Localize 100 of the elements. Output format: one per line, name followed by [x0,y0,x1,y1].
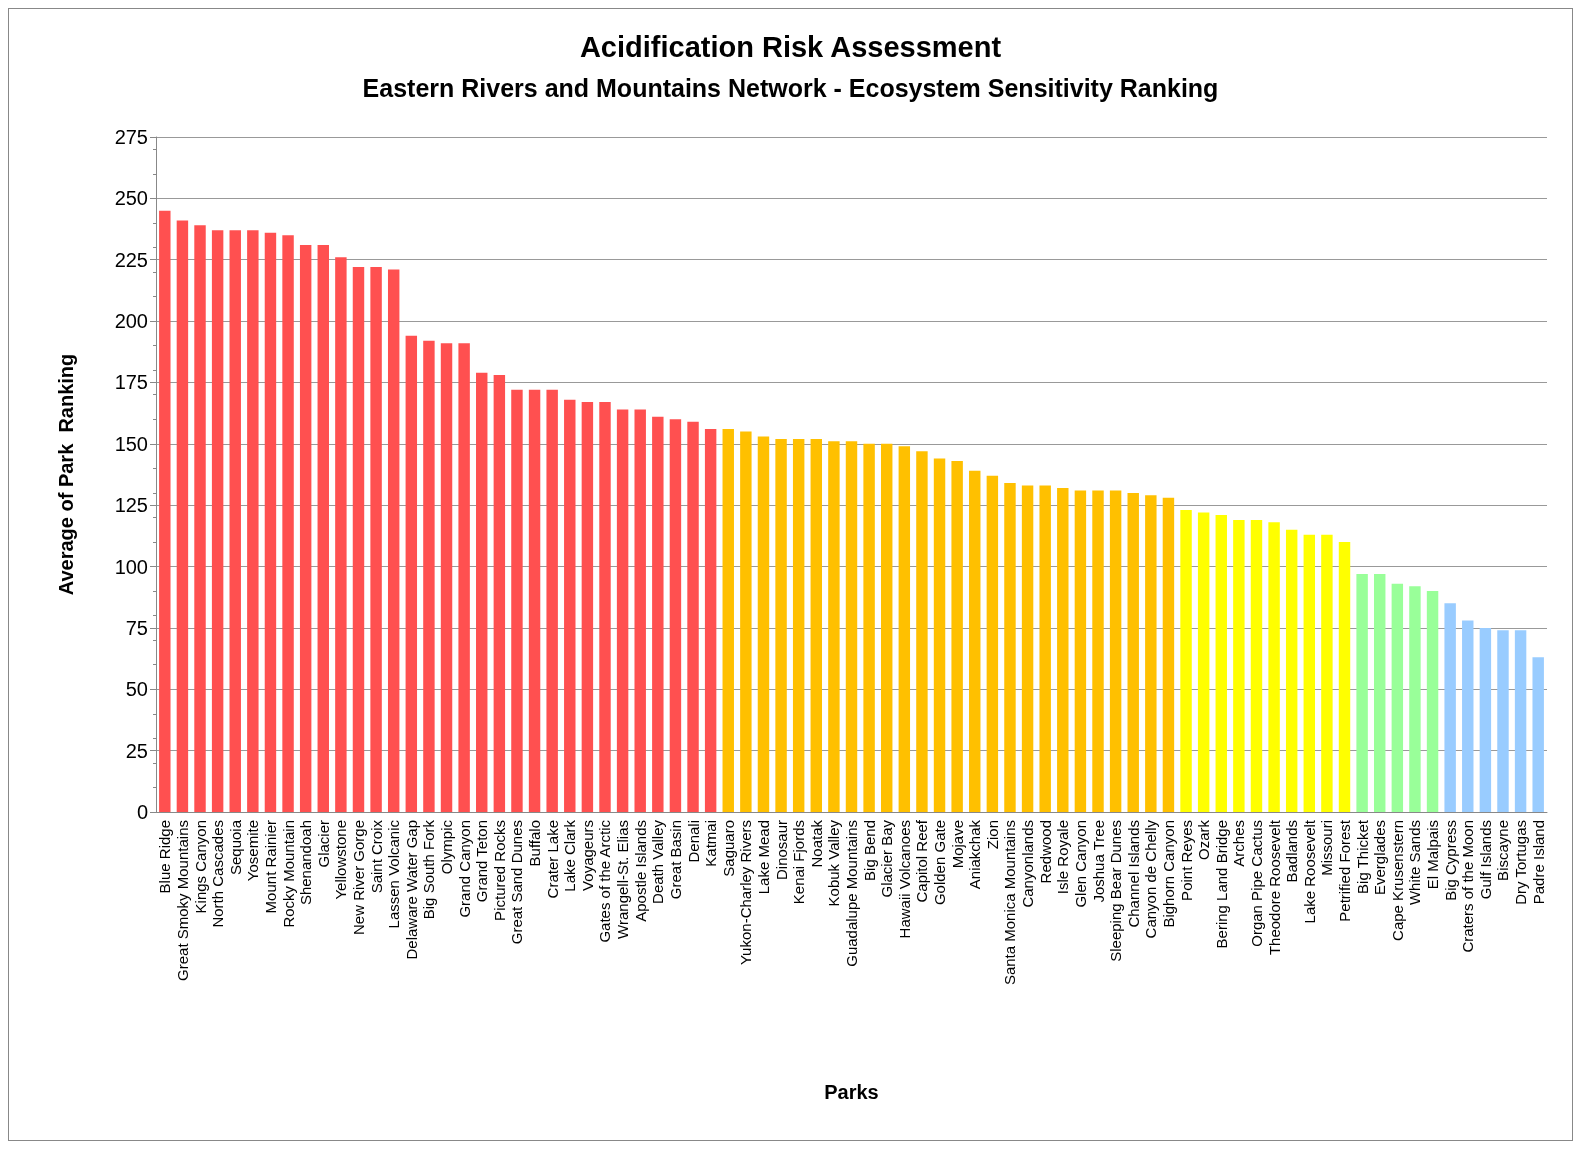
bar [387,269,400,812]
x-tick-label: Big South Fork [420,819,438,920]
x-tick-label: Big Cypress [1441,820,1459,901]
x-tick-label: New River Gorge [349,820,367,936]
bar [1444,603,1456,812]
x-tick-label: Rocky Mountain [279,820,297,928]
x-tick-label: Buffalo [526,820,544,867]
x-tick-label: Everglades [1371,820,1389,896]
bar [1338,542,1351,812]
x-tick-label: Arches [1230,820,1248,867]
x-tick-label: Redwood [1036,820,1054,884]
bar [1426,591,1439,812]
bar [1497,630,1509,812]
bar [194,225,206,812]
bar [1479,627,1492,812]
bar [757,436,770,812]
bar [828,441,840,812]
x-tick-label: Glacier Bay [878,819,896,898]
x-tick-label: Guadalupe Mountains [843,820,860,967]
x-tick-label: Dry Tortugas [1512,820,1530,905]
bar [1250,519,1263,812]
x-tick-label: Great Smoky Mountains [173,820,191,981]
bar [1321,534,1333,812]
y-tick-label: 200 [114,310,148,333]
bar [564,399,576,812]
x-tick-label: Big Thicket [1353,819,1371,894]
x-tick-label: Yellowstone [332,820,350,900]
bar [476,372,488,812]
x-tick-label: Great Sand Dunes [508,820,526,945]
bar [933,458,946,812]
x-tick-label: El Malpais [1424,820,1442,890]
x-tick-label: Noatak [807,819,825,868]
bar [810,438,823,812]
bar [1092,490,1104,812]
x-tick-label: Yukon-Charley Rivers [737,820,755,966]
bar [898,446,911,812]
bar [1145,495,1157,812]
bar [1180,510,1192,812]
x-tick-label: Zion [983,820,1001,850]
bar [1285,529,1298,812]
x-tick-label: Shenandoah [297,820,315,906]
x-tick-label: Lake Roosevelt [1300,819,1318,924]
x-tick-label: Padre Island [1529,820,1547,905]
x-tick-label: Olympic [438,819,456,875]
y-tick-label: 75 [125,616,148,639]
y-tick-label: 50 [125,678,148,701]
x-tick-label: Apostle Islands [631,820,649,922]
bar [423,340,435,812]
y-tick-label: 125 [114,494,148,517]
bar [511,389,523,812]
x-tick-label: Mojave [948,820,966,869]
bar [581,402,594,812]
bar [1004,483,1016,812]
bar [1391,583,1404,812]
bar [652,416,664,812]
bar [599,402,611,812]
x-tick-label: Gulf Islands [1476,820,1494,900]
bar [493,375,506,812]
x-tick-label: Delaware Water Gap [402,820,420,960]
y-axis-title: Average of Park Ranking [55,353,77,596]
x-tick-label: Lassen Volcanic [385,819,403,929]
x-tick-label: Craters of the Moon [1459,820,1477,953]
x-tick-label: Mount Rainier [261,820,279,914]
x-tick-label: Kobuk Valley [825,819,843,907]
bar [317,245,329,812]
bar [704,429,717,812]
x-tick-label: Ozark [1195,819,1213,861]
y-tick-label: 100 [114,555,148,578]
bar [722,429,734,812]
x-tick-label: Golden Gate [931,820,949,906]
bar [775,438,787,812]
x-tick-label: Joshua Tree [1089,820,1107,903]
bar [1127,492,1139,812]
bar [1074,490,1087,812]
bar [405,335,418,812]
x-tick-label: Voyageurs [578,820,596,891]
x-tick-label: Theodore Roosevelt [1265,819,1283,956]
x-tick-label: Organ Pipe Cactus [1247,820,1265,947]
bar [229,230,241,812]
x-tick-label: Katmai [702,820,720,867]
y-tick-label: 225 [114,248,148,271]
bar [634,409,646,812]
x-tick-label: Saint Croix [367,819,385,894]
bar [986,475,999,812]
y-tick-label: 250 [114,187,148,210]
bar [546,389,558,812]
bar [1215,515,1227,812]
x-tick-label: Bering Land Bridge [1212,820,1230,949]
bar [687,421,699,812]
x-tick-label: Great Basin [666,820,684,900]
bar [1356,573,1368,812]
bar [1021,485,1034,812]
bar [458,343,470,812]
x-tick-label: Hawaii Volcanoes [895,820,913,939]
bar [335,257,347,812]
x-tick-label: Wrangell-St. Elias [614,820,632,939]
chart-title: Acidification Risk Assessment [579,30,1002,63]
bar [863,443,875,812]
chart-subtitle: Eastern Rivers and Mountains Network - Ecosystem Sensitivity Ranking [362,73,1219,102]
bar [740,431,752,812]
